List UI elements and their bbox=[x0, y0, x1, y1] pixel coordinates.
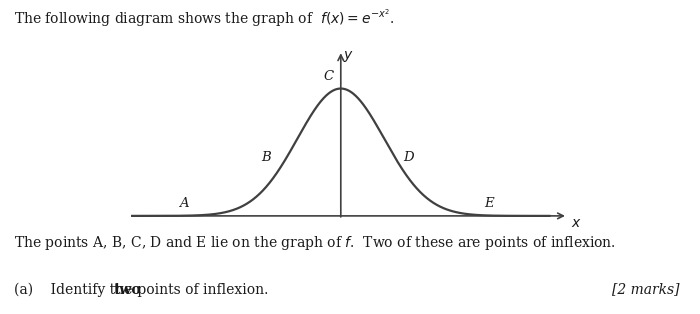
Text: two: two bbox=[113, 283, 141, 297]
Text: D: D bbox=[403, 151, 414, 164]
Text: The points A, B, C, D and E lie on the graph of $f$.  Two of these are points of: The points A, B, C, D and E lie on the g… bbox=[14, 234, 616, 252]
Text: B: B bbox=[261, 151, 271, 164]
Text: (a)    Identify the: (a) Identify the bbox=[14, 283, 136, 297]
Text: E: E bbox=[484, 197, 494, 210]
Text: $x$: $x$ bbox=[571, 216, 582, 230]
Text: [2 marks]: [2 marks] bbox=[612, 283, 679, 297]
Text: A: A bbox=[179, 197, 189, 210]
Text: points of inflexion.: points of inflexion. bbox=[133, 283, 268, 297]
Text: C: C bbox=[323, 70, 334, 84]
Text: The following diagram shows the graph of  $f(x) = e^{-x^2}$.: The following diagram shows the graph of… bbox=[14, 8, 395, 30]
Text: $y$: $y$ bbox=[343, 49, 354, 64]
